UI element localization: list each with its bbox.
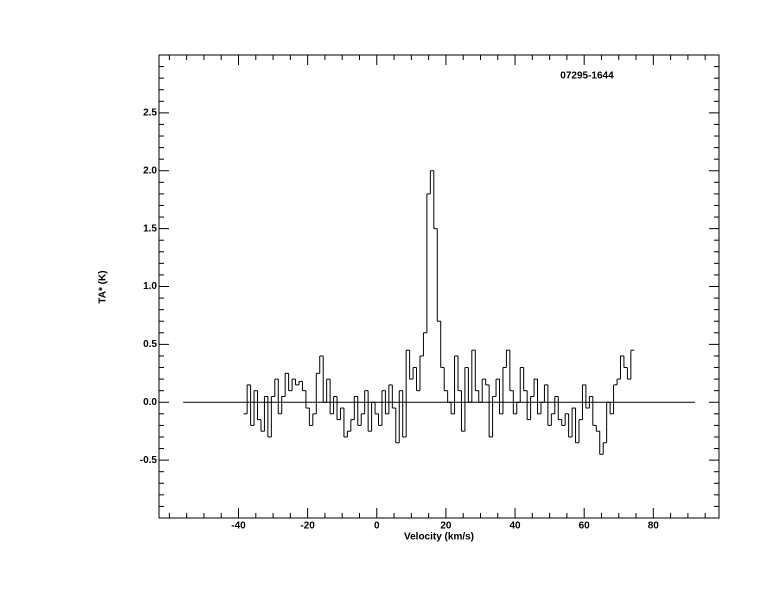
x-tick-label: -20 [300, 521, 315, 532]
x-axis-label: Velocity (km/s) [404, 532, 474, 543]
plot-frame [158, 54, 720, 519]
y-tick-label: 2.0 [143, 165, 157, 176]
y-tick-label: 0.0 [143, 397, 157, 408]
y-tick-label: 1.5 [143, 223, 157, 234]
y-tick-label: 1.0 [143, 281, 157, 292]
step-riser [246, 170, 632, 455]
x-tick-label: 60 [579, 521, 591, 532]
x-tick-label: 20 [440, 521, 452, 532]
x-tick-label: 80 [648, 521, 660, 532]
y-tick-label: 2.5 [143, 108, 157, 119]
y-tick-label: -0.5 [140, 455, 158, 466]
y-axis-label: TA* (K) [98, 270, 109, 303]
y-tick-label: 0.5 [143, 339, 157, 350]
chart-title: 07295-1644 [560, 71, 614, 82]
x-tick-label: 40 [509, 521, 521, 532]
x-tick-label: 0 [374, 521, 380, 532]
x-tick-label: -40 [231, 521, 246, 532]
